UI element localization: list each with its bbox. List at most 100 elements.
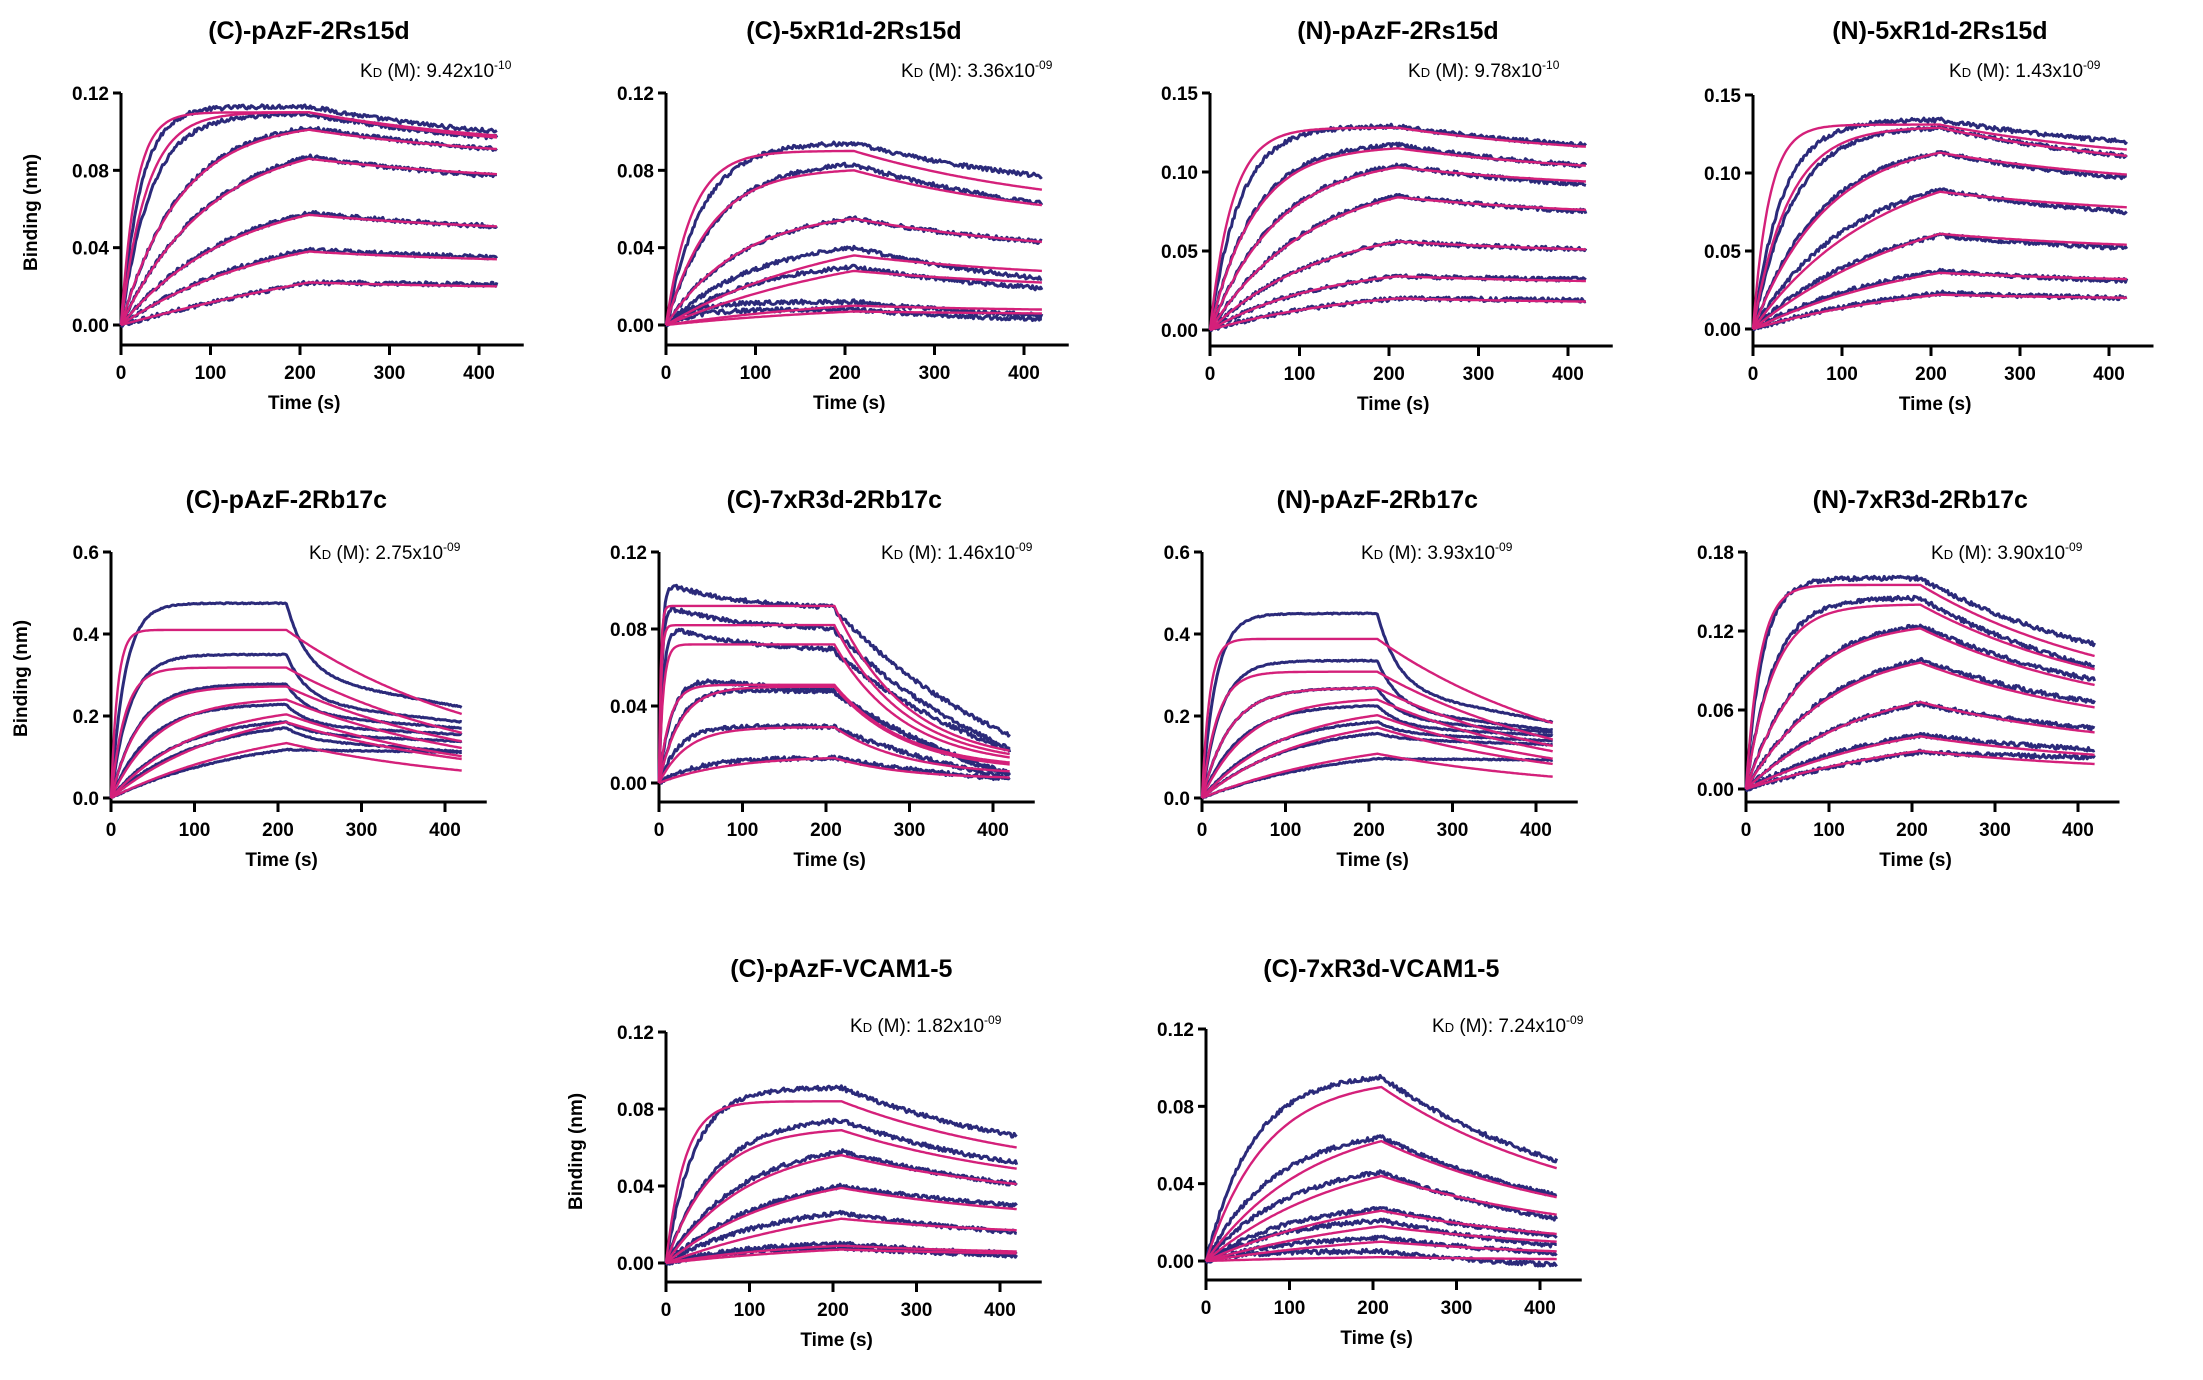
- measured-trace: [109, 682, 462, 799]
- fit-curve: [1752, 190, 2127, 330]
- y-tick-label: 0.15: [1161, 84, 1198, 105]
- y-tick-label: 0.0: [1164, 789, 1190, 810]
- measured-trace: [657, 627, 1012, 784]
- chart-title: (N)-7xR3d-2Rb17c: [1812, 486, 2028, 514]
- y-tick-label: 0.00: [72, 316, 109, 337]
- kd-exponent: -09: [1566, 1013, 1584, 1027]
- fit-curve: [657, 604, 1010, 784]
- x-tick-label: 0: [1205, 364, 1216, 385]
- kd-subscript: D: [893, 547, 904, 562]
- fit-curve: [109, 628, 463, 799]
- x-tick-label: 400: [2093, 364, 2125, 385]
- x-tick-label: 400: [984, 1300, 1016, 1321]
- y-tick-label: 0.08: [617, 161, 654, 182]
- y-tick-label: 0.00: [617, 316, 654, 337]
- fit-curve: [1205, 1240, 1557, 1263]
- x-tick-label: 100: [1813, 820, 1845, 841]
- fit-curve: [1205, 1209, 1557, 1263]
- fit-curve: [1209, 297, 1586, 332]
- y-tick-label: 0.04: [617, 1177, 654, 1198]
- fit-curve: [1200, 686, 1553, 799]
- measured-trace: [664, 244, 1043, 326]
- y-tick-label: 0.12: [1697, 622, 1734, 643]
- fit-curve: [119, 128, 498, 326]
- y-tick-label: 0.00: [1157, 1252, 1194, 1273]
- measured-trace: [109, 726, 462, 800]
- fit-curve: [665, 304, 1042, 327]
- kd-annotation: KD (M): 1.82x10-09: [850, 1013, 1001, 1038]
- y-tick-label: 0.04: [610, 697, 647, 718]
- fit-curve: [110, 720, 462, 799]
- x-tick-label: 200: [1353, 820, 1385, 841]
- x-tick-label: 0: [661, 363, 672, 384]
- measured-trace: [665, 298, 1044, 327]
- fit-curve: [664, 149, 1043, 326]
- fit-curve: [1200, 637, 1554, 799]
- measured-trace: [1204, 1134, 1558, 1262]
- kd-unit: (M):: [1383, 543, 1428, 564]
- fit-curve: [1208, 126, 1586, 331]
- kd-value: 7.24x10: [1498, 1016, 1567, 1037]
- measured-trace: [1751, 116, 2128, 330]
- y-tick-label: 0.08: [617, 1100, 654, 1121]
- fit-curve: [1744, 603, 2095, 790]
- y-tick-label: 0.4: [1164, 625, 1191, 646]
- kd-value: 1.82x10: [916, 1016, 985, 1037]
- x-tick-label: 200: [1896, 820, 1928, 841]
- fit-curve: [1752, 271, 2127, 331]
- kd-unit: (M):: [1953, 543, 1998, 564]
- y-tick-label: 0.04: [72, 239, 109, 260]
- fit-curve: [1744, 583, 2095, 790]
- y-tick-label: 0.08: [610, 620, 647, 641]
- fit-curve: [1205, 1255, 1557, 1263]
- x-tick-label: 200: [262, 820, 294, 841]
- y-tick-label: 0.10: [1161, 163, 1198, 184]
- x-tick-label: 300: [1441, 1298, 1473, 1319]
- measured-trace: [119, 103, 498, 326]
- kd-exponent: -10: [494, 58, 512, 72]
- kd-value: 9.78x10: [1474, 61, 1543, 82]
- fit-curve: [1200, 698, 1553, 799]
- fit-curve: [665, 217, 1043, 326]
- y-tick-label: 0.2: [1164, 707, 1190, 728]
- fit-curve: [658, 756, 1010, 785]
- kd-subscript: D: [1961, 65, 1972, 80]
- fit-curve: [110, 713, 462, 799]
- x-tick-label: 400: [463, 363, 495, 384]
- x-tick-label: 0: [1201, 1298, 1212, 1319]
- fit-curve: [664, 169, 1043, 326]
- fit-curve: [1208, 196, 1586, 331]
- y-tick-label: 0.12: [1157, 1020, 1194, 1041]
- x-axis-label: Time (s): [1356, 394, 1430, 415]
- fit-curve: [657, 685, 1010, 784]
- fit-curve: [657, 726, 1010, 784]
- x-tick-label: 100: [179, 820, 211, 841]
- x-tick-label: 0: [116, 363, 127, 384]
- x-tick-label: 200: [817, 1300, 849, 1321]
- y-tick-label: 0.12: [617, 1023, 654, 1044]
- kd-symbol: K: [1408, 61, 1421, 82]
- x-tick-label: 400: [977, 820, 1009, 841]
- fit-curve: [665, 1217, 1017, 1265]
- kd-exponent: -10: [1542, 58, 1560, 72]
- measured-trace: [664, 1117, 1019, 1264]
- fit-curve: [664, 1129, 1017, 1264]
- fit-curve: [1205, 1139, 1557, 1262]
- kd-value: 3.90x10: [1997, 543, 2066, 564]
- y-tick-label: 0.00: [617, 1254, 654, 1275]
- kd-subscript: D: [321, 547, 332, 562]
- kd-value: 1.46x10: [947, 543, 1016, 564]
- fit-curve: [665, 1244, 1017, 1265]
